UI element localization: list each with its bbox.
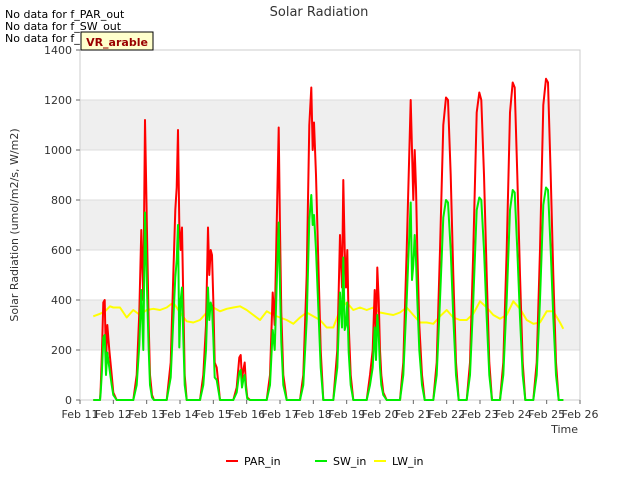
- x-tick-label: Feb 26: [562, 408, 599, 421]
- x-tick-label: Feb 12: [95, 408, 132, 421]
- background-band: [80, 100, 580, 150]
- y-tick-label: 1400: [44, 44, 72, 57]
- y-tick-label: 400: [51, 294, 72, 307]
- x-tick-label: Feb 25: [528, 408, 565, 421]
- x-tick-label: Feb 11: [62, 408, 99, 421]
- legend-label-lw-in: LW_in: [392, 455, 424, 468]
- x-tick-label: Feb 21: [395, 408, 432, 421]
- series-line-sw-in: [93, 186, 564, 401]
- y-tick-label: 1200: [44, 94, 72, 107]
- legend: PAR_in SW_in LW_in: [226, 455, 424, 468]
- x-tick-label: Feb 16: [228, 408, 265, 421]
- site-badge-box: [80, 31, 154, 51]
- x-tick-label: Feb 17: [262, 408, 299, 421]
- x-tick-label: Feb 18: [295, 408, 332, 421]
- no-data-par-out: No data for f_PAR_out: [5, 8, 125, 21]
- site-badge-label: VR_arable: [86, 36, 148, 49]
- x-tick-label: Feb 15: [195, 408, 232, 421]
- y-tick-label: 600: [51, 244, 72, 257]
- y-tick-label: 200: [51, 344, 72, 357]
- legend-label-sw-in: SW_in: [333, 455, 366, 468]
- x-tick-label: Feb 24: [495, 408, 532, 421]
- x-tick-label: Feb 13: [128, 408, 165, 421]
- y-tick-label: 800: [51, 194, 72, 207]
- series-layer: [92, 77, 565, 401]
- chart-title: Solar Radiation: [270, 5, 369, 20]
- x-tick-label: Feb 14: [162, 408, 199, 421]
- x-tick-label: Feb 22: [428, 408, 465, 421]
- y-tick-label: 0: [65, 394, 72, 407]
- x-tick-label: Feb 23: [462, 408, 499, 421]
- series-line-par-in: [93, 77, 564, 401]
- x-axis-label: Time: [550, 423, 578, 436]
- site-badge: VR_arable: [80, 31, 154, 51]
- legend-label-par-in: PAR_in: [244, 455, 281, 468]
- y-axis-ticks: 0 200 400 600 800 1000 1200 1400: [44, 44, 80, 407]
- background-band: [80, 200, 580, 250]
- y-axis-label: Solar Radiation (umol/m2/s, W/m2): [8, 128, 21, 321]
- x-tick-label: Feb 19: [328, 408, 365, 421]
- y-tick-label: 1000: [44, 144, 72, 157]
- no-data-sw-out: No data for f_SW_out: [5, 20, 122, 33]
- x-tick-label: Feb 20: [362, 408, 399, 421]
